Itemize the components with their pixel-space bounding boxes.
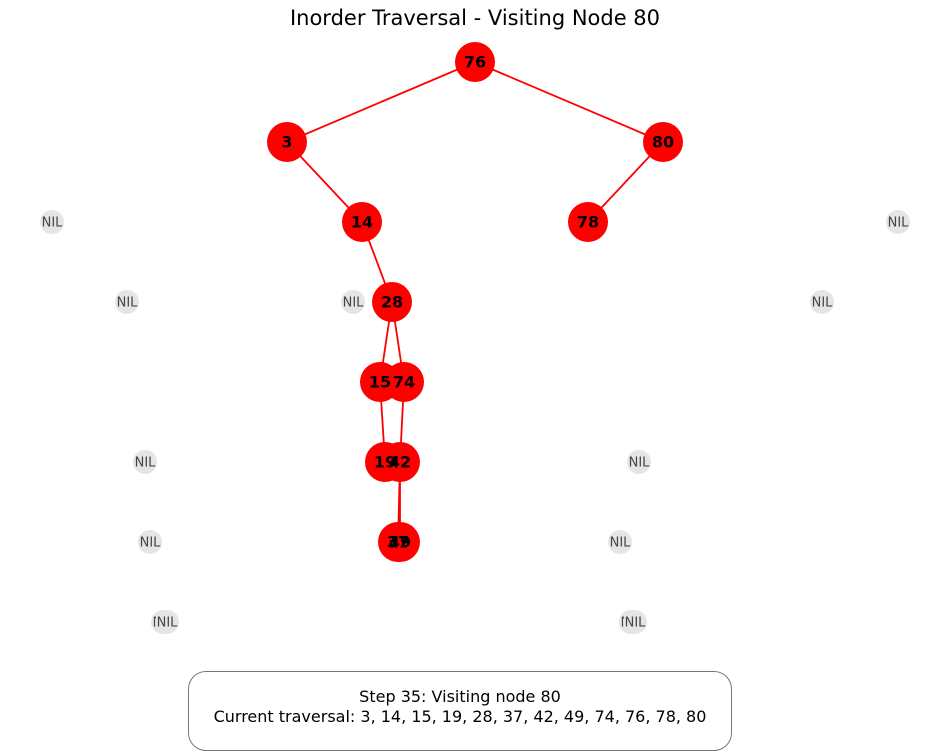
node-label-78: 78	[577, 213, 599, 232]
tree-node-78	[568, 202, 608, 242]
nil-node: NIL	[608, 530, 632, 554]
node-label-42: 42	[389, 453, 411, 472]
nil-layer: NILNILNILNILNILNILNILNILNILNILNILNILNIL	[40, 210, 910, 634]
nil-label: NIL	[117, 296, 139, 311]
node-label-15: 15	[369, 373, 391, 392]
status-traversal: Current traversal: 3, 14, 15, 19, 28, 37…	[213, 707, 707, 726]
nil-label: NIL	[610, 536, 632, 551]
nil-node: NIL	[886, 210, 910, 234]
status-step: Step 35: Visiting node 80	[359, 687, 561, 706]
tree-node-14	[342, 202, 382, 242]
node-label-19: 19	[374, 453, 396, 472]
tree-node-49	[380, 522, 420, 562]
nil-label: NIL	[343, 296, 365, 311]
nil-node: NIL	[627, 450, 651, 474]
node-label-49: 49	[389, 533, 411, 552]
status-box: Step 35: Visiting node 80 Current traver…	[188, 671, 732, 751]
nil-label: NIL	[812, 296, 834, 311]
node-label-80: 80	[652, 133, 674, 152]
node-label-14: 14	[351, 213, 373, 232]
edge-76-80	[474, 61, 664, 143]
tree-node-28	[372, 282, 412, 322]
nil-label: NIL	[135, 456, 157, 471]
tree-node-42	[380, 442, 420, 482]
nil-label: NIL	[625, 616, 647, 631]
tree-node-3	[267, 122, 307, 162]
nil-label: NIL	[140, 536, 162, 551]
nil-label: NIL	[888, 216, 910, 231]
nil-node: NIL	[341, 290, 365, 314]
nil-node: NIL	[623, 610, 647, 634]
tree-node-80	[643, 122, 683, 162]
node-label-3: 3	[281, 133, 292, 152]
tree-node-74	[384, 362, 424, 402]
nil-node: NIL	[115, 290, 139, 314]
nil-node: NIL	[155, 610, 179, 634]
nil-node: NIL	[40, 210, 64, 234]
nil-label: NIL	[629, 456, 651, 471]
nil-node: NIL	[810, 290, 834, 314]
node-label-74: 74	[393, 373, 415, 392]
nil-node: NIL	[133, 450, 157, 474]
node-label-76: 76	[464, 53, 486, 72]
node-label-37: 37	[387, 533, 409, 552]
node-label-28: 28	[381, 293, 403, 312]
edge-76-3	[286, 61, 476, 143]
tree-node-76	[455, 42, 495, 82]
nil-node: NIL	[138, 530, 162, 554]
nil-label: NIL	[42, 216, 64, 231]
diagram-title: Inorder Traversal - Visiting Node 80	[289, 6, 661, 30]
nil-label: NIL	[157, 616, 179, 631]
